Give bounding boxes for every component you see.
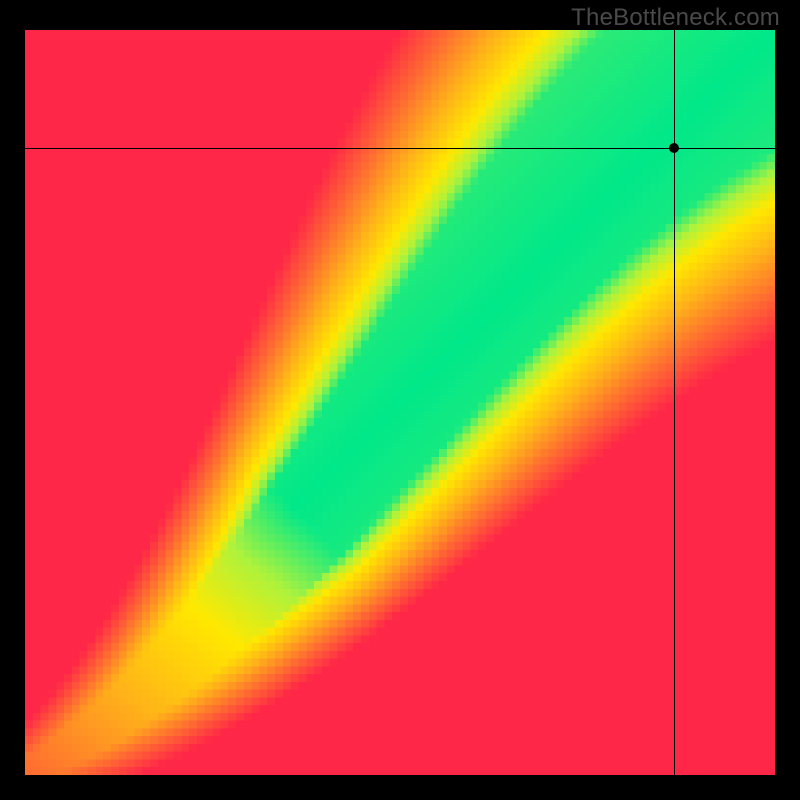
watermark-text: TheBottleneck.com xyxy=(571,4,780,32)
heatmap-plot xyxy=(25,30,775,775)
crosshair-horizontal xyxy=(25,148,775,149)
crosshair-marker-dot xyxy=(669,143,679,153)
heatmap-canvas xyxy=(25,30,775,775)
